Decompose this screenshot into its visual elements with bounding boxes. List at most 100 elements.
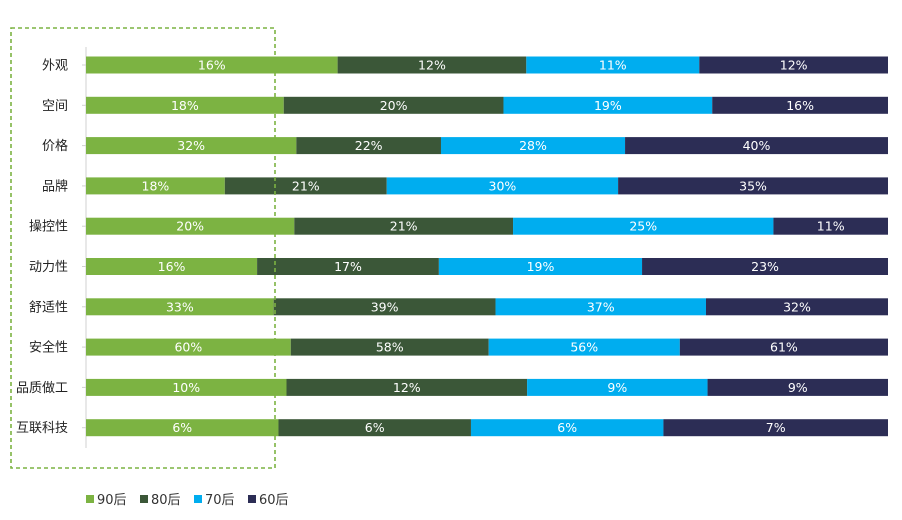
data-label: 20% bbox=[176, 219, 204, 234]
bar-segment bbox=[663, 419, 888, 437]
bar-segment bbox=[290, 338, 489, 356]
category-label: 品质做工 bbox=[16, 381, 68, 396]
category-label: 空间 bbox=[42, 99, 68, 114]
bar-segment bbox=[712, 96, 888, 114]
data-label: 56% bbox=[570, 340, 598, 355]
bar-segment bbox=[438, 258, 643, 275]
legend-swatch bbox=[248, 495, 256, 503]
data-label: 39% bbox=[371, 299, 399, 314]
bar-segment bbox=[440, 137, 626, 155]
legend-swatch bbox=[140, 495, 148, 503]
data-label: 28% bbox=[519, 138, 547, 153]
bar-segment bbox=[86, 96, 284, 114]
data-label: 12% bbox=[780, 58, 808, 73]
category-label: 价格 bbox=[42, 138, 68, 154]
data-label: 12% bbox=[418, 58, 446, 73]
bar-segment bbox=[294, 217, 514, 235]
bar-segment bbox=[707, 378, 888, 396]
data-label: 21% bbox=[390, 219, 418, 234]
category-label: 外观 bbox=[42, 59, 68, 74]
bar-segment bbox=[642, 258, 888, 275]
legend-label: 80后 bbox=[151, 493, 181, 508]
data-label: 32% bbox=[177, 138, 205, 153]
bar-segment bbox=[337, 56, 527, 74]
data-label: 30% bbox=[489, 178, 517, 193]
bar-segment bbox=[495, 298, 706, 316]
data-label: 18% bbox=[171, 98, 199, 113]
legend-label: 90后 bbox=[97, 493, 127, 508]
bar-segment bbox=[86, 298, 274, 316]
bar-segment bbox=[224, 177, 387, 195]
data-label: 58% bbox=[376, 340, 404, 355]
bar-segment bbox=[86, 378, 287, 396]
bar-segment bbox=[257, 258, 439, 275]
highlight-box bbox=[10, 27, 276, 469]
data-label: 16% bbox=[158, 259, 186, 274]
category-label: 品牌 bbox=[42, 178, 68, 194]
bar-segment bbox=[513, 217, 774, 235]
bar-segment bbox=[503, 96, 713, 114]
legend-swatch bbox=[194, 495, 202, 503]
data-label: 32% bbox=[783, 299, 811, 314]
data-label: 6% bbox=[172, 420, 192, 435]
bar-segment bbox=[86, 419, 279, 437]
bar-segment bbox=[526, 56, 700, 74]
category-label: 安全性 bbox=[29, 340, 68, 356]
data-label: 11% bbox=[599, 58, 627, 73]
data-label: 22% bbox=[355, 138, 383, 153]
data-label: 10% bbox=[172, 380, 200, 395]
bar-segment bbox=[86, 177, 225, 195]
bar-segment bbox=[278, 419, 471, 437]
data-label: 6% bbox=[557, 420, 577, 435]
data-label: 7% bbox=[766, 420, 786, 435]
bar-segment bbox=[527, 378, 708, 396]
bar-segment bbox=[773, 217, 888, 235]
data-label: 17% bbox=[334, 259, 362, 274]
bar-segment bbox=[625, 137, 888, 155]
bar-segment bbox=[86, 338, 291, 356]
data-label: 23% bbox=[751, 259, 779, 274]
legend-swatch bbox=[86, 495, 94, 503]
category-label: 动力性 bbox=[29, 260, 68, 275]
data-label: 35% bbox=[739, 178, 767, 193]
data-label: 19% bbox=[527, 259, 555, 274]
legend-label: 70后 bbox=[205, 493, 235, 508]
category-label: 舒适性 bbox=[29, 300, 68, 315]
data-label: 16% bbox=[198, 58, 226, 73]
bar-segment bbox=[296, 137, 441, 155]
bar-segment bbox=[273, 298, 496, 316]
data-label: 20% bbox=[380, 98, 408, 113]
bar-segment bbox=[679, 338, 888, 356]
data-label: 25% bbox=[629, 219, 657, 234]
bar-segment bbox=[283, 96, 504, 114]
bar-segment bbox=[386, 177, 619, 195]
data-label: 9% bbox=[607, 380, 627, 395]
data-label: 61% bbox=[770, 340, 798, 355]
category-label: 操控性 bbox=[29, 219, 68, 235]
data-label: 11% bbox=[817, 219, 845, 234]
data-label: 12% bbox=[393, 380, 421, 395]
bar-segment bbox=[705, 298, 888, 316]
data-label: 16% bbox=[786, 98, 814, 113]
data-label: 40% bbox=[743, 138, 771, 153]
data-label: 19% bbox=[594, 98, 622, 113]
bar-segment bbox=[86, 137, 297, 155]
bar-segment bbox=[86, 217, 295, 235]
legend-label: 60后 bbox=[259, 493, 289, 508]
bar-segment bbox=[286, 378, 528, 396]
data-label: 6% bbox=[365, 420, 385, 435]
bar-segment bbox=[618, 177, 888, 195]
data-label: 33% bbox=[166, 299, 194, 314]
data-label: 18% bbox=[142, 178, 170, 193]
bar-segment bbox=[86, 258, 258, 275]
bar-segment bbox=[470, 419, 664, 437]
bar-segment bbox=[699, 56, 888, 74]
data-label: 60% bbox=[174, 340, 202, 355]
category-label: 互联科技 bbox=[16, 421, 68, 436]
data-label: 37% bbox=[587, 299, 615, 314]
data-label: 21% bbox=[292, 178, 320, 193]
bar-segment bbox=[488, 338, 680, 356]
data-label: 9% bbox=[788, 380, 808, 395]
